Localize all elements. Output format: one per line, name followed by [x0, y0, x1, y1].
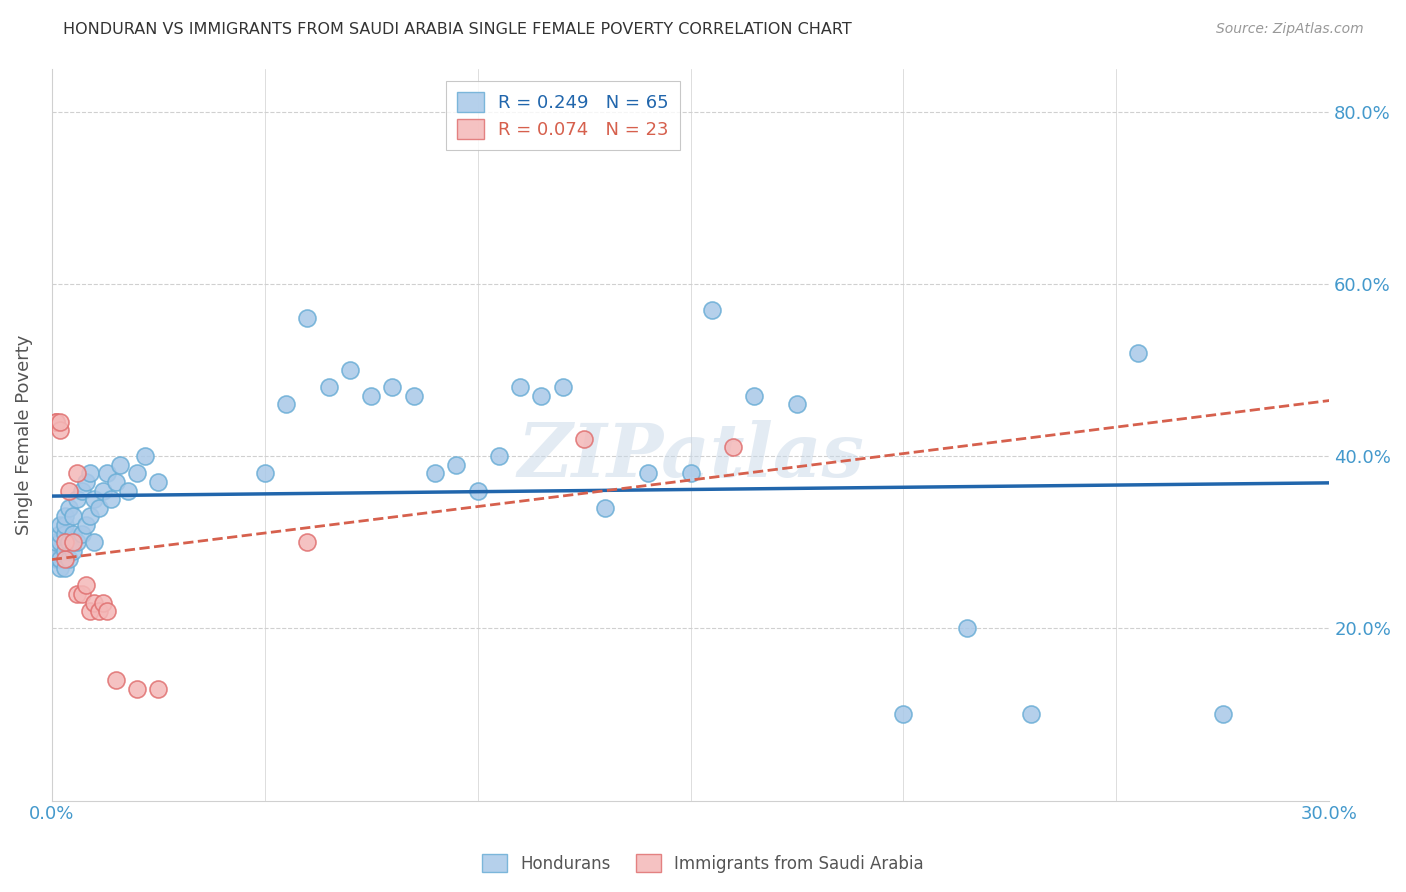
Point	[70, 587, 93, 601]
Point	[49, 526, 72, 541]
Point	[62, 526, 84, 541]
Point	[58, 552, 80, 566]
Point	[402, 389, 425, 403]
Point	[83, 535, 105, 549]
Point	[104, 475, 127, 489]
Point	[744, 389, 766, 403]
Text: Source: ZipAtlas.com: Source: ZipAtlas.com	[1216, 22, 1364, 37]
Point	[423, 467, 446, 481]
Point	[83, 492, 105, 507]
Point	[700, 302, 723, 317]
Text: HONDURAN VS IMMIGRANTS FROM SAUDI ARABIA SINGLE FEMALE POVERTY CORRELATION CHART: HONDURAN VS IMMIGRANTS FROM SAUDI ARABIA…	[63, 22, 852, 37]
Point	[91, 483, 114, 498]
Point	[45, 544, 67, 558]
Point	[595, 500, 617, 515]
Point	[66, 467, 89, 481]
Point	[83, 595, 105, 609]
Point	[297, 311, 319, 326]
Point	[58, 535, 80, 549]
Point	[91, 595, 114, 609]
Point	[96, 604, 118, 618]
Point	[49, 415, 72, 429]
Point	[253, 467, 276, 481]
Point	[318, 380, 340, 394]
Point	[381, 380, 404, 394]
Point	[79, 467, 101, 481]
Point	[75, 578, 97, 592]
Point	[297, 535, 319, 549]
Point	[53, 518, 76, 533]
Point	[53, 535, 76, 549]
Point	[446, 458, 468, 472]
Point	[70, 526, 93, 541]
Point	[70, 483, 93, 498]
Point	[893, 707, 915, 722]
Point	[125, 681, 148, 696]
Point	[53, 561, 76, 575]
Point	[62, 544, 84, 558]
Point	[45, 415, 67, 429]
Point	[679, 467, 702, 481]
Point	[572, 432, 595, 446]
Point	[100, 492, 122, 507]
Point	[87, 604, 110, 618]
Point	[1212, 707, 1234, 722]
Point	[45, 552, 67, 566]
Point	[75, 475, 97, 489]
Point	[721, 441, 744, 455]
Legend: Hondurans, Immigrants from Saudi Arabia: Hondurans, Immigrants from Saudi Arabia	[475, 847, 931, 880]
Point	[79, 604, 101, 618]
Point	[530, 389, 553, 403]
Point	[49, 518, 72, 533]
Point	[49, 535, 72, 549]
Point	[1019, 707, 1042, 722]
Point	[125, 467, 148, 481]
Point	[49, 552, 72, 566]
Point	[360, 389, 382, 403]
Point	[53, 526, 76, 541]
Y-axis label: Single Female Poverty: Single Female Poverty	[15, 334, 32, 535]
Point	[467, 483, 489, 498]
Point	[66, 492, 89, 507]
Point	[104, 673, 127, 687]
Point	[66, 535, 89, 549]
Point	[956, 621, 979, 635]
Point	[58, 500, 80, 515]
Point	[49, 423, 72, 437]
Point	[53, 544, 76, 558]
Point	[637, 467, 659, 481]
Point	[58, 483, 80, 498]
Point	[551, 380, 574, 394]
Point	[62, 509, 84, 524]
Legend: R = 0.249   N = 65, R = 0.074   N = 23: R = 0.249 N = 65, R = 0.074 N = 23	[446, 81, 679, 150]
Point	[45, 535, 67, 549]
Point	[274, 397, 297, 411]
Point	[53, 509, 76, 524]
Text: ZIPatlas: ZIPatlas	[517, 420, 863, 492]
Point	[148, 681, 170, 696]
Point	[53, 552, 76, 566]
Point	[488, 449, 510, 463]
Point	[108, 458, 131, 472]
Point	[45, 415, 67, 429]
Point	[134, 449, 156, 463]
Point	[1126, 345, 1149, 359]
Point	[509, 380, 531, 394]
Point	[786, 397, 808, 411]
Point	[66, 587, 89, 601]
Point	[96, 467, 118, 481]
Point	[87, 500, 110, 515]
Point	[148, 475, 170, 489]
Point	[49, 561, 72, 575]
Point	[75, 518, 97, 533]
Point	[117, 483, 139, 498]
Point	[79, 509, 101, 524]
Point	[62, 535, 84, 549]
Point	[339, 363, 361, 377]
